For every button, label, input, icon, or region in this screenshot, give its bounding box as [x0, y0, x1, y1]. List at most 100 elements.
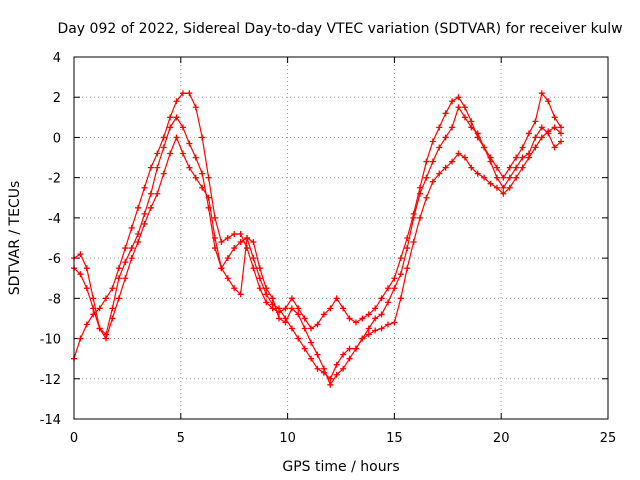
data-point	[154, 190, 161, 197]
data-point	[461, 114, 468, 121]
data-point	[449, 158, 456, 165]
data-point	[365, 311, 372, 318]
data-point	[314, 321, 321, 328]
x-axis-label: GPS time / hours	[282, 459, 399, 475]
y-tick-label: -6	[48, 252, 61, 267]
data-point	[269, 295, 276, 302]
data-point	[429, 138, 436, 145]
data-point	[525, 130, 532, 137]
grid	[74, 57, 608, 419]
data-point	[384, 285, 391, 292]
data-point	[301, 325, 308, 332]
data-point	[493, 174, 500, 181]
data-point	[205, 174, 212, 181]
data-point	[391, 319, 398, 326]
data-point	[141, 210, 148, 217]
data-point	[442, 134, 449, 141]
data-point	[404, 245, 411, 252]
y-tick-label: -2	[48, 172, 61, 187]
data-point	[506, 184, 513, 191]
data-point	[372, 305, 379, 312]
data-point	[532, 118, 539, 125]
x-tick-label: 5	[177, 431, 185, 446]
data-point	[109, 305, 116, 312]
data-point	[276, 305, 283, 312]
data-point	[352, 319, 359, 326]
y-tick-label: 0	[53, 131, 61, 146]
data-point	[109, 285, 116, 292]
data-point	[333, 371, 340, 378]
data-point	[455, 104, 462, 111]
data-point	[340, 305, 347, 312]
data-point	[436, 170, 443, 177]
data-point	[372, 315, 379, 322]
data-point	[135, 204, 142, 211]
data-point	[320, 365, 327, 372]
data-point	[474, 130, 481, 137]
data-point	[77, 335, 84, 342]
data-point	[173, 134, 180, 141]
data-point	[365, 331, 372, 338]
data-point	[237, 291, 244, 298]
data-point	[506, 164, 513, 171]
data-point	[545, 130, 552, 137]
data-point	[340, 365, 347, 372]
data-point	[404, 265, 411, 272]
data-point	[538, 124, 545, 131]
data-point	[340, 351, 347, 358]
data-point	[186, 90, 193, 97]
data-point	[250, 265, 257, 272]
data-point	[519, 154, 526, 161]
x-tick-label: 10	[279, 431, 296, 446]
data-point	[128, 255, 135, 262]
data-point	[179, 90, 186, 97]
data-point	[384, 299, 391, 306]
data-point	[468, 124, 475, 131]
data-point	[186, 140, 193, 147]
data-point	[192, 104, 199, 111]
data-point	[308, 355, 315, 362]
data-point	[167, 150, 174, 157]
data-point	[167, 114, 174, 121]
data-point	[211, 245, 218, 252]
data-point	[218, 265, 225, 272]
data-point	[308, 339, 315, 346]
data-point	[352, 345, 359, 352]
data-point	[391, 275, 398, 282]
data-point	[327, 381, 334, 388]
data-point	[288, 295, 295, 302]
data-point	[378, 311, 385, 318]
data-point	[173, 98, 180, 105]
data-point	[455, 150, 462, 157]
data-point	[199, 184, 206, 191]
data-point	[449, 124, 456, 131]
data-point	[96, 305, 103, 312]
data-point	[513, 154, 520, 161]
data-point	[558, 124, 565, 131]
data-point	[237, 239, 244, 246]
series-pass-3	[71, 104, 565, 388]
data-point	[288, 305, 295, 312]
series-line	[73, 91, 562, 359]
data-point	[244, 245, 251, 252]
data-point	[301, 345, 308, 352]
data-point	[487, 158, 494, 165]
data-point	[160, 170, 167, 177]
data-point	[250, 255, 257, 262]
data-point	[160, 134, 167, 141]
data-point	[244, 235, 251, 241]
data-point	[122, 245, 129, 252]
data-point	[218, 239, 225, 246]
data-point	[346, 355, 353, 362]
data-point	[519, 164, 526, 171]
data-point	[282, 319, 289, 326]
plot-frame	[73, 56, 609, 420]
data-point	[83, 265, 90, 272]
data-point	[231, 285, 238, 292]
data-point	[263, 291, 270, 298]
data-point	[481, 144, 488, 151]
data-point	[442, 110, 449, 117]
data-point	[417, 214, 424, 221]
x-tick-label: 20	[493, 431, 510, 446]
